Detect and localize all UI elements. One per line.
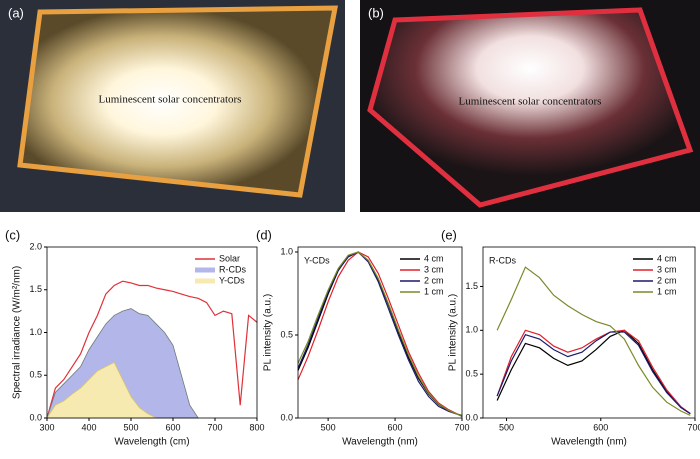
- panel-label: (a): [8, 5, 24, 20]
- line: [297, 251, 463, 417]
- x-tick-label: 700: [687, 422, 700, 432]
- x-axis-label: Wavelength (nm): [342, 437, 418, 448]
- x-tick-label: 700: [454, 422, 469, 432]
- y-axis-label: PL intensity (a.u.): [263, 294, 274, 371]
- legend-label: 2 cm: [657, 275, 677, 285]
- annotation: Y-CDs: [304, 255, 330, 265]
- photo-b: Luminescent solar concentrators (b): [360, 0, 700, 212]
- legend-label: 3 cm: [657, 264, 677, 274]
- y-axis-label: Spectral irradiance (W/m²/nm): [12, 266, 23, 399]
- x-tick-label: 700: [207, 422, 222, 432]
- photo-text: Luminescent solar concentrators: [459, 96, 602, 108]
- chart: (d) 500 600 700 0.0 0.5 1.0 Wavelength (nm) PL i…: [256, 227, 470, 447]
- y-tick-label: 1.5: [465, 281, 478, 291]
- line: [297, 251, 463, 417]
- legend-label: 3 cm: [424, 264, 444, 274]
- panel-label: (d): [256, 227, 272, 242]
- x-tick-label: 500: [123, 422, 138, 432]
- legend-label: R-CDs: [219, 264, 246, 274]
- line: [496, 329, 691, 415]
- line: [46, 280, 258, 419]
- line: [496, 331, 691, 415]
- chart: (c) 300 400 500 600 700 800 0.0 0.5 1.0 1.5 2.0 Wave…: [5, 227, 265, 447]
- x-tick-label: 600: [165, 422, 180, 432]
- y-tick-label: 2.0: [29, 241, 42, 251]
- x-tick-label: 800: [249, 422, 264, 432]
- x-axis-label: Wavelength (cm): [114, 437, 189, 448]
- panel-label: (b): [368, 5, 384, 20]
- y-tick-label: 0.5: [280, 329, 293, 339]
- x-tick-label: 600: [388, 422, 403, 432]
- x-tick-label: 500: [321, 422, 336, 432]
- photo-a: Luminescent solar concentrators (a): [0, 0, 345, 212]
- x-tick-label: 500: [499, 422, 514, 432]
- x-tick-label: 300: [39, 422, 54, 432]
- legend-label: 4 cm: [657, 253, 677, 263]
- y-tick-label: 0.5: [465, 369, 478, 379]
- area: [46, 361, 157, 419]
- y-tick-label: 0.0: [29, 412, 42, 422]
- plot-frame: [482, 246, 696, 419]
- legend-label: 1 cm: [657, 286, 677, 296]
- y-tick-label: 0.0: [280, 412, 293, 422]
- panel-label: (c): [5, 227, 20, 242]
- y-tick-label: 0.5: [29, 370, 42, 380]
- x-axis-label: Wavelength (nm): [551, 437, 627, 448]
- y-tick-label: 1.5: [29, 284, 42, 294]
- line: [496, 329, 691, 415]
- y-tick-label: 1.0: [280, 246, 293, 256]
- panel-label: (e): [441, 227, 457, 242]
- y-tick-label: 1.0: [29, 327, 42, 337]
- legend-label: Y-CDs: [219, 275, 245, 285]
- annotation: R-CDs: [489, 255, 516, 265]
- legend-label: Solar: [219, 253, 240, 263]
- y-tick-label: 0.0: [465, 412, 478, 422]
- legend-label: 2 cm: [424, 275, 444, 285]
- line: [496, 266, 691, 416]
- x-tick-label: 400: [81, 422, 96, 432]
- photo-text: Luminescent solar concentrators: [99, 94, 242, 106]
- y-axis-label: PL intensity (a.u.): [448, 294, 459, 371]
- legend-label: 1 cm: [424, 286, 444, 296]
- plot-frame: [297, 246, 463, 419]
- line: [297, 251, 463, 417]
- y-tick-label: 1.0: [465, 325, 478, 335]
- x-tick-label: 600: [593, 422, 608, 432]
- legend-label: 4 cm: [424, 253, 444, 263]
